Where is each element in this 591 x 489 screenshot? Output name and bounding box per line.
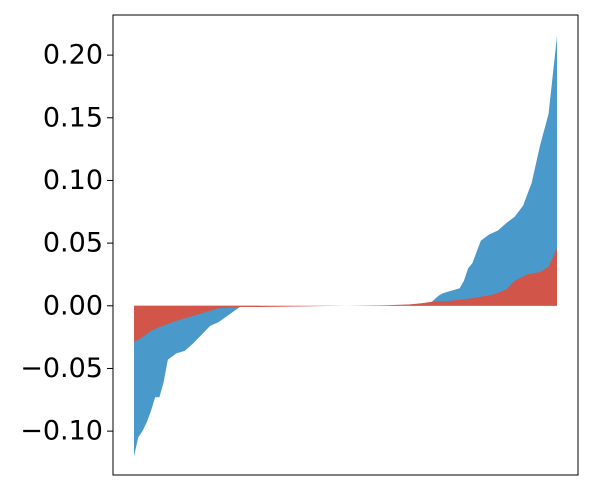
area-series-1	[134, 36, 557, 457]
y-tick-label: 0.00	[43, 290, 103, 321]
y-tick-label: 0.20	[43, 40, 103, 71]
plot-frame	[112, 14, 579, 476]
y-tick-label: 0.05	[43, 228, 103, 259]
y-tick-label: 0.15	[43, 102, 103, 133]
y-axis: −0.10 −0.05 0.00 0.05 0.10 0.15 0.20	[20, 40, 113, 447]
series-layer	[134, 36, 557, 457]
y-tick-label: 0.10	[43, 165, 103, 196]
y-tick-label: −0.10	[20, 416, 103, 447]
y-tick-label: −0.05	[20, 353, 103, 384]
